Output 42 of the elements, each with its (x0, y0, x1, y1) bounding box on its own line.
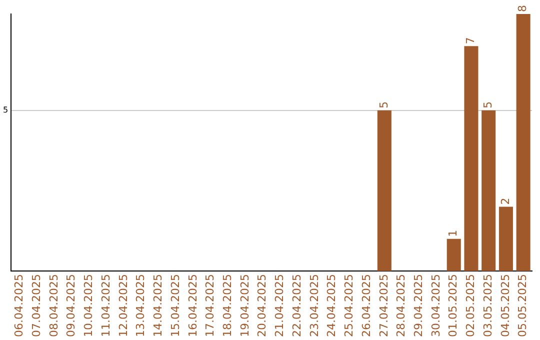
x-tick-label: 24.04.2025 (325, 274, 338, 338)
bar (464, 46, 478, 272)
bar (377, 110, 392, 272)
x-tick-label: 22.04.2025 (290, 274, 304, 338)
x-tick-label: 17.04.2025 (204, 274, 217, 338)
x-tick-label: 26.04.2025 (360, 274, 373, 338)
x-tick-label: 21.04.2025 (273, 274, 286, 338)
x-tick-label: 15.04.2025 (168, 274, 182, 338)
x-tick-label: 02.05.2025 (464, 274, 478, 338)
x-tick-label: 16.04.2025 (186, 274, 200, 338)
x-tick-label: 05.05.2025 (516, 274, 530, 338)
x-tick-label: 30.04.2025 (429, 274, 442, 338)
bar (516, 14, 530, 272)
x-tick-label: 04.05.2025 (498, 274, 512, 338)
x-tick-label: 10.04.2025 (82, 274, 96, 338)
x-tick-label: 27.04.2025 (377, 274, 390, 338)
data-label: 7 (464, 37, 478, 44)
data-label: 5 (377, 101, 390, 108)
x-tick-label: 08.04.2025 (47, 274, 60, 338)
x-tick-label: 11.04.2025 (99, 274, 112, 338)
x-tick-label: 25.04.2025 (342, 274, 356, 338)
data-label: 2 (498, 198, 512, 205)
x-tick-label: 07.04.2025 (30, 274, 43, 338)
x-tick-label: 23.04.2025 (308, 274, 321, 338)
x-tick-label: 13.04.2025 (134, 274, 148, 338)
x-tick-label: 18.04.2025 (220, 274, 234, 338)
bar (498, 206, 513, 272)
bar (446, 238, 461, 272)
bar (482, 110, 496, 272)
x-tick-label: 28.04.2025 (394, 274, 408, 338)
x-tick-label: 12.04.2025 (116, 274, 130, 338)
x-tick-label: 19.04.2025 (238, 274, 252, 338)
x-tick-label: 03.05.2025 (481, 274, 494, 338)
x-tick-label: 29.04.2025 (412, 274, 425, 338)
x-tick-label: 20.04.2025 (256, 274, 269, 338)
x-tick-label: 01.05.2025 (446, 274, 460, 338)
data-label: 8 (516, 5, 530, 12)
data-label: 5 (481, 101, 494, 108)
x-tick-label: 06.04.2025 (12, 274, 26, 338)
x-tick-label: 09.04.2025 (64, 274, 78, 338)
x-tick-label: 14.04.2025 (152, 274, 165, 338)
data-label: 1 (446, 230, 460, 237)
